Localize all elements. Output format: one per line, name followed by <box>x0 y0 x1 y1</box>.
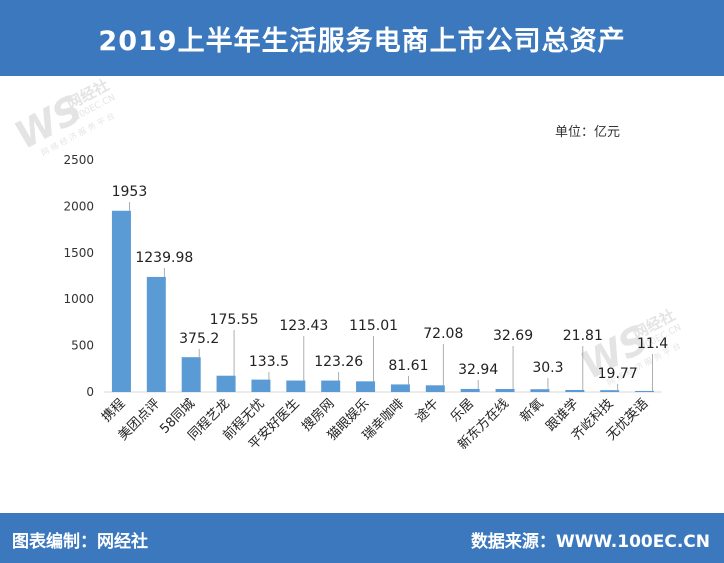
value-label: 123.26 <box>314 354 363 370</box>
bar <box>530 389 550 392</box>
bar <box>635 390 655 392</box>
category-label: 途牛 <box>412 396 442 426</box>
value-label: 19.77 <box>598 366 638 382</box>
y-tick-label: 1000 <box>63 292 94 306</box>
data-source: 数据来源：WWW.100EC.CN <box>471 527 710 552</box>
bar <box>181 357 201 392</box>
bar <box>565 389 585 392</box>
value-label: 175.55 <box>210 312 259 328</box>
value-label: 32.94 <box>458 362 498 378</box>
bar <box>425 385 445 392</box>
y-tick-label: 2000 <box>63 199 94 213</box>
title-banner: 2019上半年生活服务电商上市公司总资产 <box>0 0 724 76</box>
bar <box>460 388 480 392</box>
data-source-value: WWW.100EC.CN <box>555 532 710 552</box>
bar <box>111 210 131 392</box>
bar <box>600 390 620 392</box>
value-label: 11.4 <box>637 336 668 352</box>
category-label: 携程 <box>99 396 129 426</box>
footer-bar: 图表编制：网经社 数据来源：WWW.100EC.CN <box>0 513 724 563</box>
value-labels: 1953 1239.98 375.2 175.55 133.5 123.43 123.26 1… <box>112 184 668 391</box>
value-label: 375.2 <box>179 331 219 347</box>
bar <box>286 380 306 392</box>
unit-label: 单位：亿元 <box>555 125 620 140</box>
value-label: 115.01 <box>349 318 398 334</box>
value-label: 32.69 <box>493 328 533 344</box>
category-label: 乐居 <box>448 396 477 425</box>
data-source-label: 数据来源： <box>470 532 556 552</box>
chart-credit-value: 网经社 <box>97 532 148 552</box>
bar <box>216 375 236 392</box>
bar <box>146 276 166 392</box>
bar <box>390 384 410 392</box>
category-label: 新氧 <box>517 396 547 426</box>
value-label: 123.43 <box>279 318 328 334</box>
y-tick-label: 2500 <box>63 153 94 167</box>
value-label: 21.81 <box>563 328 603 344</box>
chart-credit: 图表编制：网经社 <box>12 527 148 552</box>
bar <box>321 380 341 392</box>
value-label: 30.3 <box>532 360 563 376</box>
y-tick-label: 500 <box>71 339 94 353</box>
bar <box>495 388 515 392</box>
value-label: 1239.98 <box>135 250 193 266</box>
bar <box>356 381 376 392</box>
value-label: 1953 <box>112 184 148 200</box>
bar <box>251 379 271 392</box>
chart-title: 2019上半年生活服务电商上市公司总资产 <box>98 25 626 57</box>
y-tick-label: 0 <box>86 385 94 399</box>
bars <box>111 210 655 392</box>
value-label: 133.5 <box>249 354 289 370</box>
value-label: 72.08 <box>423 326 463 342</box>
chart-credit-label: 图表编制： <box>12 532 97 552</box>
y-tick-label: 1500 <box>63 246 94 260</box>
value-label: 81.61 <box>388 358 428 374</box>
